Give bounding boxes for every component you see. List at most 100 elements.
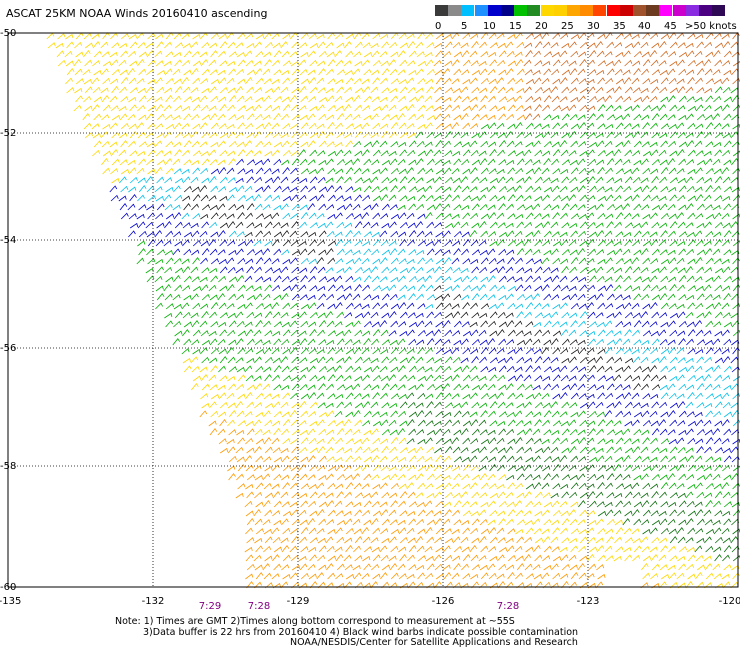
- wind-barb: [426, 294, 435, 301]
- wind-barb: [209, 248, 218, 256]
- wind-barb: [678, 248, 686, 256]
- wind-barb: [561, 159, 570, 166]
- wind-barb: [488, 410, 496, 418]
- wind-barb: [452, 59, 460, 67]
- wind-barb: [642, 150, 652, 157]
- wind-barb: [434, 86, 442, 94]
- wind-barb: [435, 437, 444, 445]
- wind-barb: [452, 555, 461, 562]
- wind-barb: [714, 59, 723, 67]
- wind-barb: [281, 293, 289, 301]
- wind-barb: [696, 159, 706, 166]
- wind-barb: [597, 167, 605, 175]
- wind-barb: [336, 248, 345, 256]
- wind-barb: [208, 374, 217, 382]
- wind-barb: [505, 176, 514, 184]
- wind-barb: [597, 419, 606, 427]
- wind-barb: [281, 501, 290, 508]
- wind-barb: [676, 393, 685, 400]
- wind-barb: [722, 86, 731, 94]
- wind-barb: [461, 321, 470, 328]
- wind-barb: [309, 311, 318, 319]
- wind-barb: [667, 114, 676, 121]
- wind-barb: [732, 60, 740, 67]
- wind-barb: [677, 105, 686, 112]
- wind-barb: [244, 140, 253, 148]
- wind-barb: [578, 141, 587, 148]
- wind-barb: [623, 500, 632, 508]
- wind-barb: [408, 501, 417, 508]
- wind-barb: [678, 563, 686, 571]
- wind-barb: [516, 311, 524, 319]
- wind-barb: [480, 455, 489, 463]
- wind-barb: [263, 437, 272, 445]
- wind-barb: [83, 95, 92, 103]
- wind-barb: [560, 302, 568, 310]
- wind-barb: [74, 41, 83, 49]
- wind-barb: [399, 86, 408, 94]
- wind-barb: [613, 194, 622, 202]
- wind-barb: [516, 519, 525, 526]
- wind-barb: [174, 284, 183, 292]
- wind-barb: [534, 491, 543, 499]
- wind-barb: [579, 311, 588, 319]
- wind-barb: [434, 203, 443, 211]
- wind-barb: [417, 347, 425, 355]
- wind-barb: [650, 393, 659, 400]
- wind-barb: [677, 555, 686, 562]
- wind-barb: [147, 195, 156, 202]
- wind-barb: [264, 582, 273, 589]
- wind-barb: [471, 447, 480, 454]
- wind-barb: [111, 86, 119, 94]
- wind-barb: [649, 185, 658, 193]
- wind-barb: [542, 266, 551, 274]
- wind-barb: [290, 419, 299, 427]
- wind-barb: [614, 86, 622, 94]
- wind-barb: [93, 50, 102, 58]
- wind-barb: [525, 456, 534, 463]
- wind-barb: [236, 294, 245, 301]
- wind-barb: [704, 248, 713, 256]
- wind-barb: [641, 500, 650, 508]
- wind-barb: [380, 419, 389, 427]
- wind-barb: [209, 401, 217, 409]
- wind-barb: [488, 212, 497, 220]
- wind-barb: [533, 348, 542, 355]
- wind-barb: [91, 33, 100, 40]
- wind-barb: [399, 420, 408, 427]
- wind-barb: [210, 122, 219, 130]
- wind-barb: [577, 519, 586, 526]
- wind-barb: [334, 500, 343, 508]
- wind-barb: [568, 329, 577, 337]
- wind-barb: [281, 474, 290, 481]
- wind-barb: [542, 402, 551, 409]
- wind-barb: [694, 320, 703, 328]
- wind-barb: [380, 348, 389, 355]
- wind-barb: [416, 501, 425, 508]
- wind-barb: [588, 500, 597, 508]
- wind-barb: [678, 51, 688, 58]
- wind-barb: [542, 240, 551, 247]
- wind-barb: [695, 392, 703, 400]
- wind-barb: [579, 284, 587, 292]
- wind-barb: [235, 86, 244, 94]
- wind-barb: [345, 392, 354, 400]
- wind-barb: [642, 419, 651, 427]
- wind-barb: [443, 96, 452, 103]
- wind-barb: [300, 500, 308, 508]
- wind-barb: [597, 285, 607, 292]
- wind-barb: [118, 149, 127, 157]
- wind-barb: [282, 239, 291, 247]
- wind-barb: [327, 194, 336, 202]
- wind-barb: [307, 203, 316, 211]
- wind-barb: [712, 519, 721, 526]
- wind-barb: [489, 42, 498, 49]
- wind-barb: [370, 132, 379, 139]
- wind-barb: [263, 78, 272, 85]
- wind-barb: [183, 294, 192, 301]
- wind-barb: [309, 195, 318, 202]
- wind-barb: [541, 32, 550, 40]
- wind-barb: [687, 122, 696, 130]
- wind-barb: [480, 167, 489, 175]
- wind-barb: [443, 33, 452, 40]
